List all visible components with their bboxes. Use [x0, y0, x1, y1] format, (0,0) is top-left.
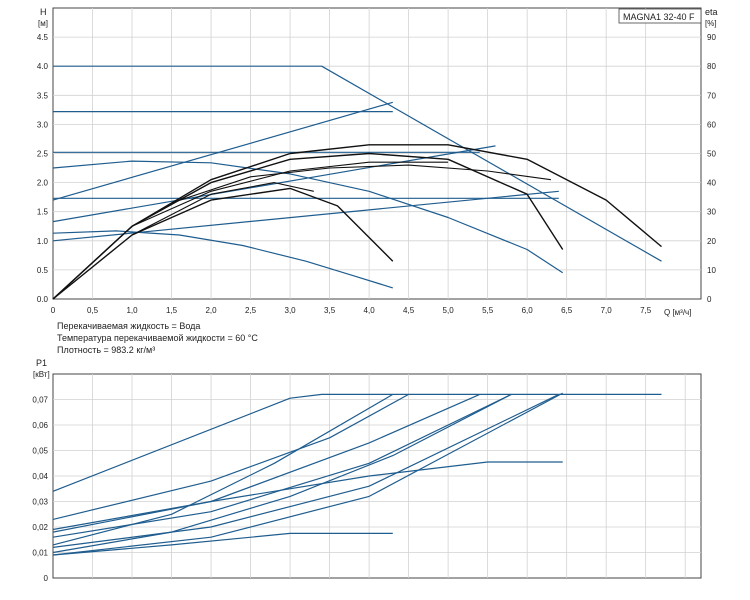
- curve-head-curve: [52, 160, 564, 274]
- curve-head-prop: [52, 145, 496, 223]
- top-x-tick-label: 5,0: [443, 306, 455, 315]
- eta-tick-label: 30: [707, 208, 716, 217]
- top-y-tick-label: 3.0: [37, 120, 49, 129]
- top-x-tick-label: 4,0: [364, 306, 376, 315]
- curve-eta-part: [131, 161, 449, 227]
- curve-power-max: [52, 393, 662, 492]
- eta-tick-label: 80: [707, 62, 716, 71]
- top-chart-series: [52, 65, 662, 300]
- x-axis-label: Q [м³/ч]: [664, 308, 691, 317]
- curve-head-max: [53, 65, 662, 262]
- top-y-tick-label: 1.0: [37, 237, 49, 246]
- top-y-tick-label: 0.5: [37, 266, 49, 275]
- top-x-tick-label: 5,5: [482, 306, 494, 315]
- top-x-tick-label: 3,0: [285, 306, 297, 315]
- bottom-y-tick-label: 0,04: [32, 472, 48, 481]
- top-chart-eta-ticks: 0 10 20 30 40 50 60 70 80 90: [707, 33, 716, 304]
- top-x-tick-label: 2,5: [245, 306, 257, 315]
- top-x-tick-label: 3,5: [324, 306, 336, 315]
- y-axis-unit-p1: [кВт]: [33, 370, 50, 379]
- curve-eta: [52, 187, 394, 300]
- model-label-box: [618, 8, 702, 24]
- bottom-y-tick-label: 0,07: [32, 396, 48, 405]
- bottom-chart-series: [52, 392, 662, 556]
- top-x-tick-label: 1,0: [126, 306, 138, 315]
- bottom-chart-grid: [53, 374, 701, 578]
- curve-eta-part: [171, 164, 551, 204]
- curve-power: [52, 393, 409, 520]
- curve-eta-part: [131, 182, 314, 236]
- top-x-tick-label: 6,5: [561, 306, 573, 315]
- top-chart: 0 0,5 1,0 1,5 2,0 2,5 3,0 3,5 4,0 4,5 5,0 5,5 6,0 6,5…: [37, 7, 718, 317]
- info-fluid: Перекачиваемая жидкость = Вода: [57, 321, 200, 331]
- model-label: MAGNA1 32-40 F: [623, 12, 695, 22]
- eta-tick-label: 50: [707, 150, 716, 159]
- eta-axis-unit: [%]: [705, 19, 717, 28]
- top-x-tick-label: 7,5: [640, 306, 652, 315]
- top-y-tick-label: 3.5: [37, 91, 49, 100]
- top-x-tick-label: 0: [51, 306, 56, 315]
- top-y-tick-label: 4.5: [37, 33, 49, 42]
- top-x-tick-label: 4,5: [403, 306, 415, 315]
- eta-tick-label: 40: [707, 179, 716, 188]
- top-y-tick-label: 4.0: [37, 62, 49, 71]
- top-x-tick-label: 6,0: [522, 306, 534, 315]
- curve-power: [52, 393, 560, 548]
- top-x-tick-label: 0,5: [87, 306, 99, 315]
- curve-eta: [52, 144, 662, 300]
- eta-tick-label: 70: [707, 91, 716, 100]
- eta-axis-label: eta: [705, 7, 718, 17]
- bottom-y-tick-label: 0,01: [32, 549, 48, 558]
- top-chart-y-ticks: 0.0 0.5 1.0 1.5 2.0 2.5 3.0 3.5 4.0 4.5: [37, 33, 49, 304]
- curve-power: [52, 393, 480, 533]
- top-chart-x-ticks: 0 0,5 1,0 1,5 2,0 2,5 3,0 3,5 4,0 4,5 5,0 5,5 6,0 6,5…: [51, 306, 652, 315]
- top-y-tick-label: 0.0: [37, 295, 49, 304]
- top-y-tick-label: 2.0: [37, 179, 49, 188]
- bottom-chart-y-ticks: 0 0,01 0,02 0,03 0,04 0,05 0,06 0,07: [32, 396, 48, 584]
- bottom-y-tick-label: 0,05: [32, 447, 48, 456]
- eta-tick-label: 20: [707, 237, 716, 246]
- top-y-tick-label: 1.5: [37, 208, 49, 217]
- bottom-y-tick-label: 0,06: [32, 421, 48, 430]
- bottom-y-tick-label: 0,03: [32, 498, 48, 507]
- fluid-info: Перекачиваемая жидкость = Вода Температу…: [57, 321, 258, 355]
- curve-head-curve: [52, 230, 393, 289]
- top-x-tick-label: 2,0: [205, 306, 217, 315]
- curve-power: [52, 392, 563, 556]
- top-chart-grid: [53, 8, 701, 299]
- top-x-tick-label: 1,5: [166, 306, 178, 315]
- eta-tick-label: 10: [707, 266, 716, 275]
- y-axis-unit-h: [м]: [38, 19, 48, 28]
- curve-head-prop: [52, 101, 393, 201]
- eta-tick-label: 90: [707, 33, 716, 42]
- eta-tick-label: 0: [707, 295, 712, 304]
- top-y-tick-label: 2.5: [37, 150, 49, 159]
- curve-power: [52, 532, 393, 556]
- info-temperature: Температура перекачиваемой жидкости = 60…: [57, 333, 258, 343]
- y-axis-label-p1: P1: [36, 358, 47, 368]
- bottom-y-tick-label: 0: [44, 574, 49, 583]
- curve-eta: [52, 152, 564, 300]
- bottom-y-tick-label: 0,02: [32, 523, 48, 532]
- eta-tick-label: 60: [707, 120, 716, 129]
- bottom-chart: 0 0,01 0,02 0,03 0,04 0,05 0,06 0,07 P1 [кВт]: [32, 358, 702, 584]
- curve-power: [52, 461, 563, 531]
- y-axis-label-h: H: [40, 7, 47, 17]
- curve-power: [52, 393, 512, 554]
- curve-power: [52, 393, 512, 538]
- curve-power: [52, 393, 394, 546]
- info-density: Плотность = 983.2 кг/м³: [57, 345, 155, 355]
- top-x-tick-label: 7,0: [601, 306, 613, 315]
